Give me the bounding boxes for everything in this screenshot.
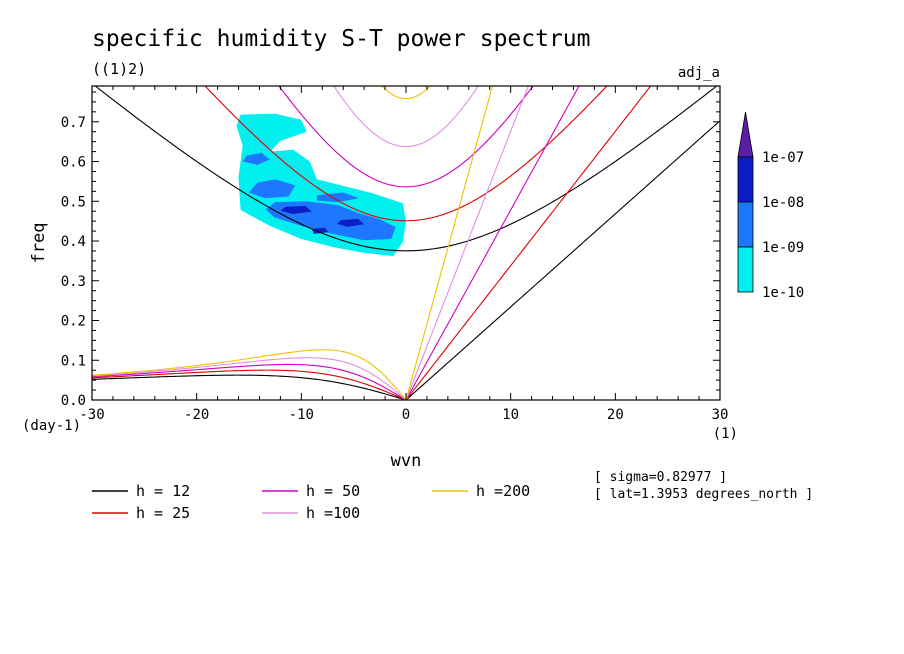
contour-level-1e-09 <box>249 179 296 199</box>
lat-info: [ lat=1.3953 degrees_north ] <box>594 487 813 502</box>
chart-title: specific humidity S-T power spectrum <box>92 26 591 52</box>
legend: h = 12 h = 25 h = 50 h =100 h =200 <box>92 482 530 522</box>
legend-label-h25: h = 25 <box>136 504 190 522</box>
legend-label-h200: h =200 <box>476 482 530 500</box>
x-tick-label: 0 <box>402 407 410 423</box>
rossby-curve-h50 <box>92 363 407 400</box>
x-unit-label: (1) <box>713 426 738 442</box>
axis-ticks: -30 -20 -10 0 10 20 30 0.0 0.1 0.2 0.3 0.4 0.5 0.6 0.7 <box>61 86 729 423</box>
y-tick-label: 0.7 <box>61 115 86 131</box>
legend-label-h100: h =100 <box>306 504 360 522</box>
sigma-info: [ sigma=0.82977 ] <box>594 470 727 485</box>
contour-level-1e-08 <box>336 218 365 227</box>
colorbar-label: 1e-09 <box>762 240 804 256</box>
gravity-curve-h50 <box>278 86 534 188</box>
plot-frame <box>91 85 721 401</box>
power-spectrum-contours <box>236 113 406 257</box>
x-tick-label: -20 <box>184 407 209 423</box>
y-unit-label: (day-1) <box>22 418 81 434</box>
kelvin-curve-h100 <box>405 86 529 400</box>
colorbar-segment <box>737 156 754 203</box>
legend-label-h12: h = 12 <box>136 482 190 500</box>
gravity-curve-h12 <box>94 86 718 252</box>
y-tick-label: 0.4 <box>61 234 86 250</box>
kelvin-curve-h200 <box>405 86 494 400</box>
colorbar-triangle <box>737 111 754 158</box>
gravity-curve-h100 <box>333 86 479 148</box>
rossby-curve-h12 <box>92 374 407 400</box>
y-axis-label: freq <box>29 223 49 264</box>
rossby-curve-h200 <box>92 349 407 400</box>
kelvin-curve-h50 <box>405 86 580 400</box>
dispersion-curves <box>92 86 720 400</box>
gravity-curve-h200 <box>381 86 431 100</box>
top-right-label: adj_a <box>678 65 720 81</box>
y-tick-label: 0.6 <box>61 155 86 171</box>
y-tick-label: 0.5 <box>61 194 86 210</box>
y-tick-label: 0.3 <box>61 274 86 290</box>
rossby-curve-h100 <box>92 357 407 400</box>
colorbar-segment <box>737 246 754 293</box>
y-tick-label: 0.0 <box>61 393 86 409</box>
y-tick-label: 0.2 <box>61 314 86 330</box>
colorbar-segment <box>737 201 754 248</box>
colorbar-label: 1e-07 <box>762 150 804 166</box>
x-axis-label: wvn <box>391 451 422 471</box>
rossby-curve-h25 <box>92 369 407 400</box>
gravity-curve-h25 <box>204 86 608 222</box>
x-tick-label: -10 <box>289 407 314 423</box>
x-tick-label: 10 <box>502 407 519 423</box>
chart-subtitle: ((1)2) <box>92 60 146 78</box>
contour-level-1e-09 <box>242 152 270 165</box>
contour-level-1e-08 <box>311 227 329 234</box>
x-tick-label: 30 <box>712 407 729 423</box>
kelvin-curve-h25 <box>405 86 652 400</box>
colorbar-label: 1e-10 <box>762 285 804 301</box>
kelvin-curve-h12 <box>405 120 720 400</box>
x-tick-label: 20 <box>607 407 624 423</box>
colorbar: 1e-07 1e-08 1e-09 1e-10 <box>737 111 804 301</box>
colorbar-label: 1e-08 <box>762 195 804 211</box>
legend-label-h50: h = 50 <box>306 482 360 500</box>
contour-level-1e-08 <box>280 206 312 214</box>
y-tick-label: 0.1 <box>61 353 86 369</box>
x-tick-label: -30 <box>79 407 104 423</box>
